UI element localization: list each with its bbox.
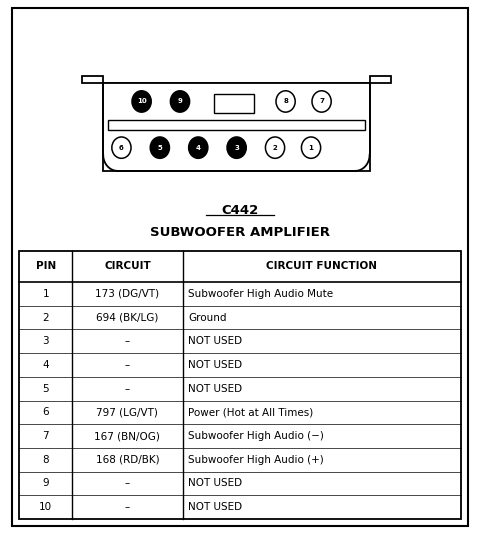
Bar <box>214 94 254 113</box>
Bar <box>82 76 103 83</box>
Circle shape <box>150 137 169 159</box>
Text: NOT USED: NOT USED <box>188 478 242 489</box>
Text: 797 (LG/VT): 797 (LG/VT) <box>96 407 158 418</box>
Circle shape <box>170 91 190 112</box>
Text: 7: 7 <box>42 431 49 441</box>
Text: –: – <box>125 383 130 394</box>
Text: 6: 6 <box>42 407 49 418</box>
Text: PIN: PIN <box>36 262 56 271</box>
Text: 5: 5 <box>42 383 49 394</box>
Circle shape <box>312 91 331 112</box>
Text: NOT USED: NOT USED <box>188 502 242 512</box>
Text: –: – <box>125 502 130 512</box>
Text: –: – <box>125 360 130 370</box>
Text: Ground: Ground <box>188 312 227 323</box>
Text: 173 (DG/VT): 173 (DG/VT) <box>96 289 159 299</box>
Circle shape <box>276 91 295 112</box>
Text: 168 (RD/BK): 168 (RD/BK) <box>96 455 159 465</box>
Text: 1: 1 <box>309 145 313 151</box>
Text: 2: 2 <box>273 145 277 151</box>
Text: 8: 8 <box>42 455 49 465</box>
Text: Subwoofer High Audio Mute: Subwoofer High Audio Mute <box>188 289 334 299</box>
Text: Power (Hot at All Times): Power (Hot at All Times) <box>188 407 313 418</box>
Text: 694 (BK/LG): 694 (BK/LG) <box>96 312 158 323</box>
Text: SUBWOOFER AMPLIFIER: SUBWOOFER AMPLIFIER <box>150 226 330 239</box>
Text: CIRCUIT: CIRCUIT <box>104 262 151 271</box>
Circle shape <box>112 137 131 159</box>
Text: NOT USED: NOT USED <box>188 383 242 394</box>
Text: Subwoofer High Audio (−): Subwoofer High Audio (−) <box>188 431 324 441</box>
Text: 4: 4 <box>42 360 49 370</box>
Text: CIRCUIT FUNCTION: CIRCUIT FUNCTION <box>266 262 377 271</box>
Circle shape <box>227 137 246 159</box>
Text: 1: 1 <box>42 289 49 299</box>
Text: 167 (BN/OG): 167 (BN/OG) <box>95 431 160 441</box>
Text: C442: C442 <box>221 205 259 217</box>
Text: 6: 6 <box>119 145 124 151</box>
Bar <box>370 76 391 83</box>
Text: 9: 9 <box>42 478 49 489</box>
Text: 9: 9 <box>178 98 182 105</box>
Bar <box>108 120 365 130</box>
Text: 10: 10 <box>137 98 146 105</box>
Text: 3: 3 <box>42 336 49 346</box>
Text: 10: 10 <box>39 502 52 512</box>
Text: –: – <box>125 336 130 346</box>
Text: 4: 4 <box>196 145 201 151</box>
Text: 2: 2 <box>42 312 49 323</box>
Circle shape <box>132 91 151 112</box>
Circle shape <box>301 137 321 159</box>
Text: 7: 7 <box>319 98 324 105</box>
Text: 8: 8 <box>283 98 288 105</box>
Circle shape <box>265 137 285 159</box>
Bar <box>19 251 461 519</box>
Bar <box>103 83 370 171</box>
Text: 3: 3 <box>234 145 239 151</box>
Text: 5: 5 <box>157 145 162 151</box>
Text: Subwoofer High Audio (+): Subwoofer High Audio (+) <box>188 455 324 465</box>
Bar <box>104 83 369 170</box>
Text: NOT USED: NOT USED <box>188 360 242 370</box>
Text: NOT USED: NOT USED <box>188 336 242 346</box>
Circle shape <box>189 137 208 159</box>
Text: –: – <box>125 478 130 489</box>
